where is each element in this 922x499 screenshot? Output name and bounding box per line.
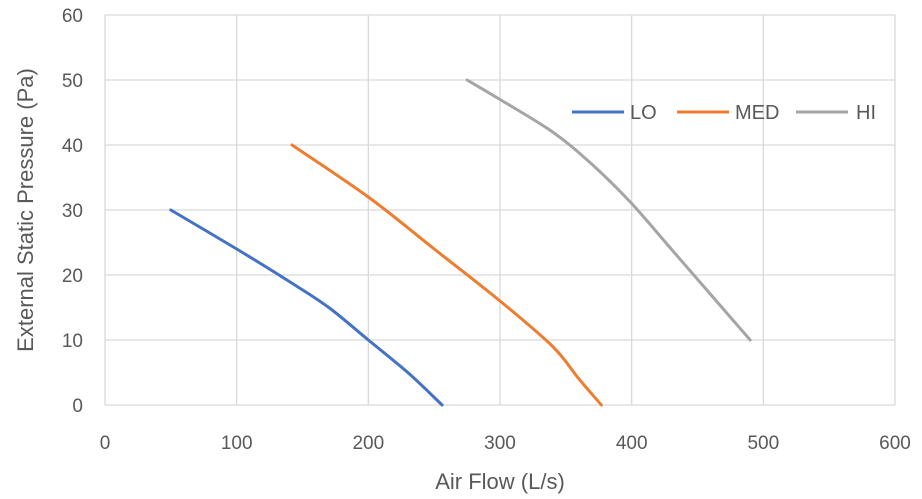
x-tick-label: 600 (879, 433, 911, 454)
legend-label-hi: HI (856, 102, 876, 124)
legend-label-med: MED (735, 102, 779, 124)
x-tick-label: 500 (747, 433, 779, 454)
x-tick-label: 100 (221, 433, 253, 454)
y-tick-label: 50 (62, 71, 83, 92)
x-tick-label: 200 (352, 433, 384, 454)
y-tick-label: 40 (62, 136, 83, 157)
legend: LO MED HI (572, 102, 876, 124)
y-tick-label: 0 (72, 396, 83, 417)
x-axis-title: Air Flow (L/s) (435, 469, 565, 494)
series-line-lo (169, 208, 444, 407)
series-line-hi (465, 78, 752, 342)
y-tick-label: 20 (62, 266, 83, 287)
x-tick-label: 300 (484, 433, 516, 454)
y-tick-label: 30 (62, 201, 83, 222)
x-tick-label: 0 (100, 433, 111, 454)
legend-label-lo: LO (630, 102, 657, 124)
grid (104, 14, 896, 406)
y-tick-label: 10 (62, 331, 83, 352)
y-tick-label: 60 (62, 6, 83, 27)
series-line-med (290, 143, 603, 407)
x-tick-label: 400 (616, 433, 648, 454)
y-axis-title: External Static Pressure (Pa) (13, 68, 38, 352)
series-lines (169, 78, 752, 407)
